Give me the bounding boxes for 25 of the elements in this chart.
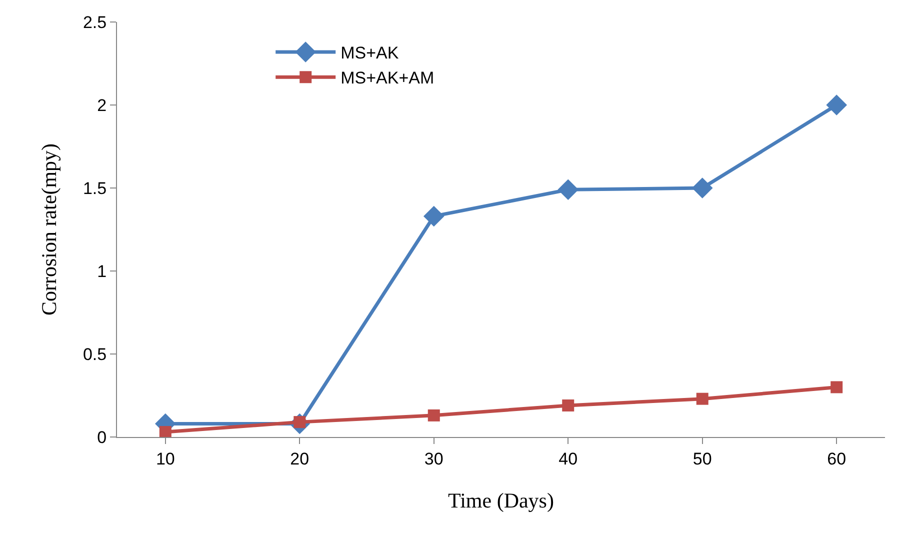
point [830, 381, 843, 394]
x-tick-label: 40 [558, 449, 578, 468]
point [558, 179, 579, 200]
x-tick-label: 10 [156, 449, 175, 468]
x-tick-label: 60 [827, 449, 846, 468]
x-tick-label: 30 [424, 449, 444, 468]
point [428, 409, 440, 422]
x-tick-label: 50 [692, 449, 712, 468]
y-tick-label: 0.5 [82, 344, 107, 364]
point [826, 94, 847, 116]
y-tick-label: 1.5 [82, 178, 107, 198]
x-axis-title: Time (Days) [448, 488, 554, 513]
point [423, 206, 444, 227]
legend-label: MS+AK+AM [340, 68, 434, 88]
y-tick-label: 2.5 [82, 12, 107, 32]
y-tick-label: 2 [97, 96, 107, 115]
point [692, 178, 713, 198]
legend-label: MS+AK [340, 44, 400, 63]
y-tick-label: 1 [97, 262, 107, 281]
point [696, 392, 708, 405]
y-axis-title: Corrosion rate(mpy) [37, 143, 62, 316]
point [562, 399, 574, 412]
x-tick-label: 20 [290, 449, 310, 468]
point [159, 426, 172, 437]
y-tick-label: 0 [97, 428, 107, 447]
